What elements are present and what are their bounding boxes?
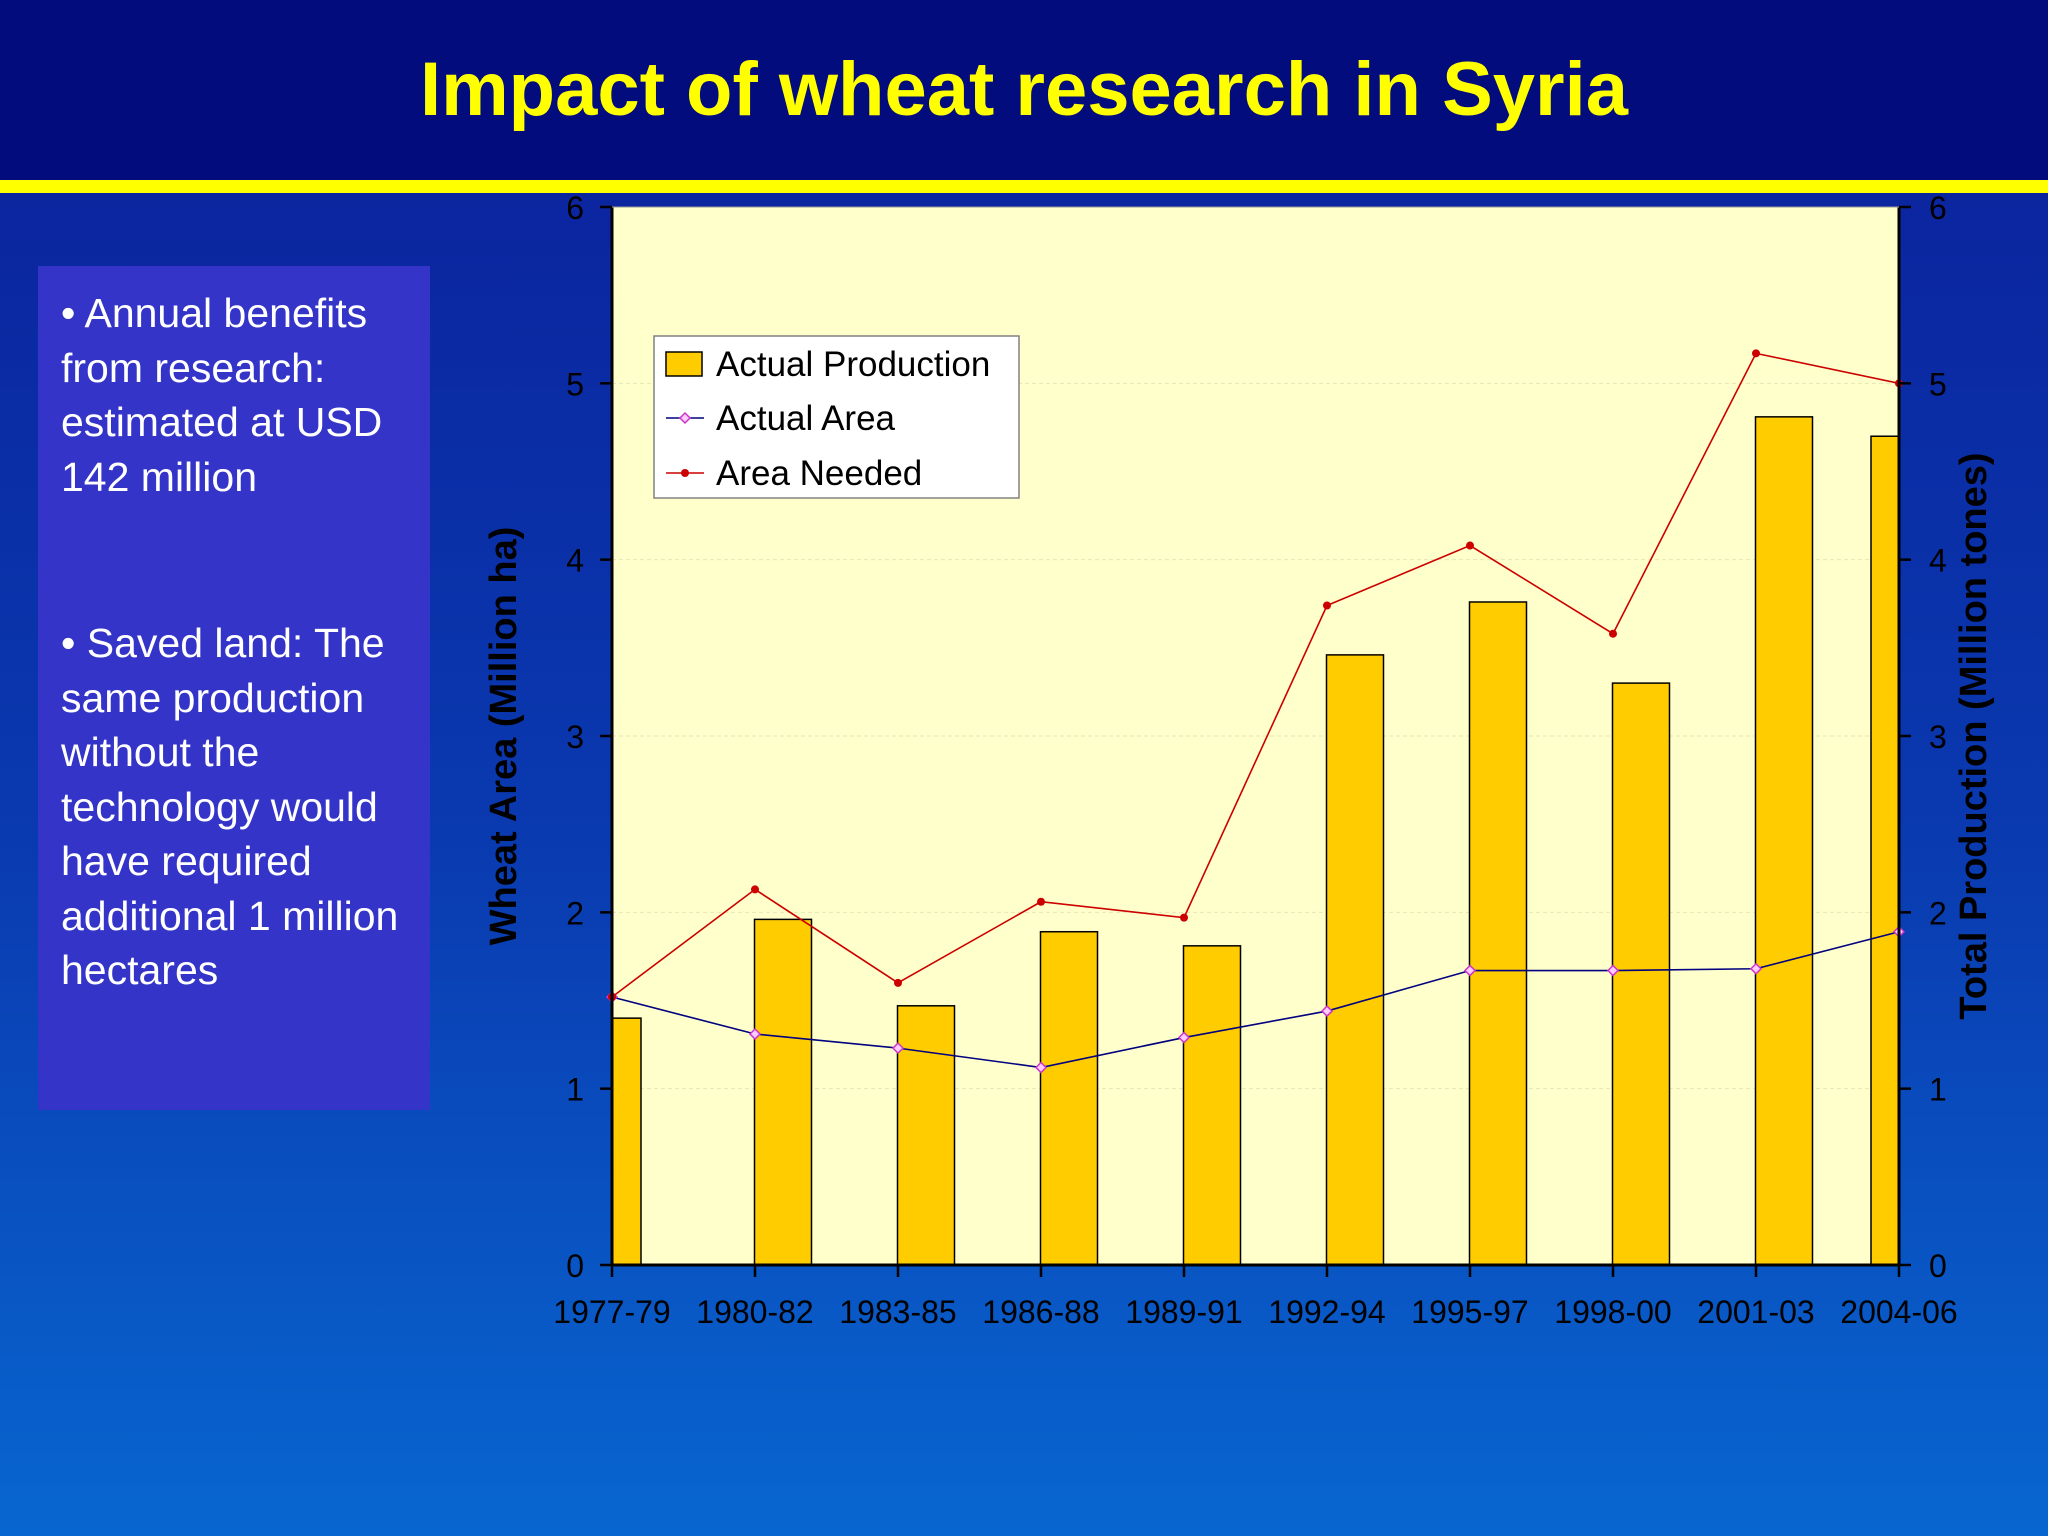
- chart-legend: Actual Production Actual Area Area Needed: [653, 335, 1020, 499]
- bullet-annual-benefits: • Annual benefits from research: estimat…: [61, 290, 383, 500]
- right-y-ticks: 0 1 2 3 4 5 6: [1899, 190, 1947, 1284]
- left-tick-label: 0: [566, 1248, 584, 1284]
- left-tick-label: 3: [566, 719, 584, 755]
- right-tick-label: 4: [1929, 543, 1947, 579]
- x-tick-label: 1998-00: [1554, 1294, 1671, 1330]
- x-axis-labels: 1977-79 1980-82 1983-85 1986-88 1989-91 1992-…: [553, 1265, 1958, 1330]
- legend-label: Actual Area: [716, 399, 896, 438]
- right-tick-label: 2: [1929, 895, 1947, 931]
- left-tick-label: 1: [566, 1072, 584, 1108]
- x-tick-label: 1980-82: [696, 1294, 813, 1330]
- right-tick-label: 1: [1929, 1072, 1947, 1108]
- bar-actual-production: [1039, 930, 1099, 1265]
- right-axis-title: Total Production (Million tones): [1953, 452, 1995, 1019]
- bar-actual-production: [753, 918, 813, 1265]
- actual-area-point: [1320, 1005, 1334, 1018]
- x-tick-label: 1995-97: [1411, 1294, 1528, 1330]
- area-needed-point: [1037, 897, 1045, 906]
- area-needed-point: [1323, 601, 1331, 610]
- actual-area-point: [748, 1027, 762, 1041]
- right-tick-label: 6: [1929, 190, 1947, 226]
- legend-label: Area Needed: [716, 454, 922, 493]
- x-tick-label: 1989-91: [1125, 1294, 1242, 1330]
- title-underline: [0, 180, 2048, 193]
- legend-swatch-production: [665, 351, 703, 377]
- actual-area-point: [1606, 964, 1620, 977]
- bar-actual-production: [1325, 654, 1385, 1265]
- right-tick-label: 0: [1929, 1248, 1947, 1284]
- bar-actual-production: [1754, 416, 1814, 1265]
- area-needed-point: [1466, 541, 1474, 550]
- left-axis-title: Wheat Area (Million ha): [483, 527, 525, 946]
- actual-area-line: [611, 930, 1900, 1069]
- legend-marker-area-needed: [681, 469, 689, 477]
- legend-label: Actual Production: [716, 345, 990, 384]
- bar-actual-production: [1870, 435, 1899, 1265]
- actual-area-point: [1177, 1031, 1191, 1044]
- left-y-ticks: 0 1 2 3 4 5 6: [566, 190, 612, 1284]
- x-tick-label: 1992-94: [1268, 1294, 1385, 1330]
- left-tick-label: 2: [566, 895, 584, 931]
- x-tick-label: 2004-06: [1840, 1294, 1957, 1330]
- actual-area-point: [1749, 962, 1763, 975]
- area-needed-line: [611, 352, 1900, 998]
- area-lines: [605, 349, 1906, 1074]
- left-tick-label: 4: [566, 543, 584, 579]
- actual-area-point: [1463, 964, 1477, 977]
- x-tick-label: 1983-85: [839, 1294, 956, 1330]
- title-bar: [0, 0, 2048, 180]
- actual-area-point: [891, 1042, 905, 1055]
- right-tick-label: 3: [1929, 719, 1947, 755]
- actual-area-point: [1034, 1061, 1048, 1074]
- area-needed-point: [894, 978, 902, 987]
- bar-actual-production: [1468, 601, 1528, 1265]
- legend-marker-actual-area: [678, 411, 692, 425]
- bullet-saved-land: • Saved land: The same production withou…: [61, 620, 399, 993]
- left-tick-label: 6: [566, 190, 584, 226]
- left-tick-label: 5: [566, 366, 584, 402]
- area-needed-point: [751, 885, 759, 894]
- bar-actual-production: [1182, 945, 1242, 1265]
- legend-box: [653, 335, 1020, 499]
- slide-title: Impact of wheat research in Syria: [419, 47, 1629, 132]
- production-bars: [612, 416, 1899, 1265]
- area-needed-point: [1752, 349, 1760, 358]
- right-tick-label: 5: [1929, 366, 1947, 402]
- x-tick-label: 1977-79: [553, 1294, 670, 1330]
- area-needed-point: [1180, 913, 1188, 922]
- bar-actual-production: [1611, 682, 1671, 1265]
- x-tick-label: 2001-03: [1697, 1294, 1814, 1330]
- area-needed-point: [1609, 629, 1617, 638]
- summary-box: • Annual benefits from research: estimat…: [38, 266, 430, 1110]
- x-tick-label: 1986-88: [982, 1294, 1099, 1330]
- bar-actual-production: [896, 1005, 956, 1265]
